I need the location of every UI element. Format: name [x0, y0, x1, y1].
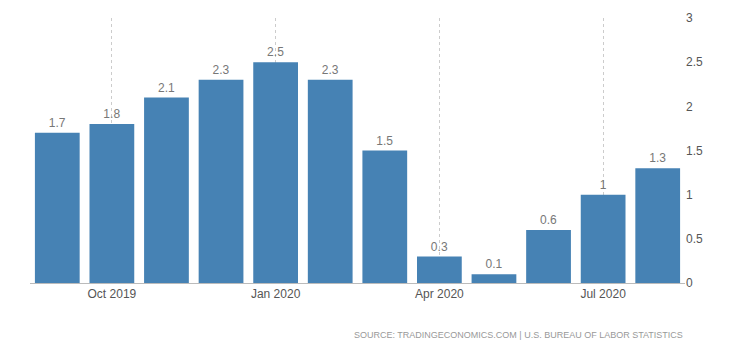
svg-text:0.6: 0.6	[540, 213, 557, 227]
svg-text:2.5: 2.5	[686, 55, 703, 69]
svg-text:2: 2	[686, 100, 693, 114]
svg-text:0.5: 0.5	[686, 232, 703, 246]
svg-text:Oct 2019: Oct 2019	[88, 287, 137, 301]
svg-text:1: 1	[600, 178, 607, 192]
svg-text:1.5: 1.5	[686, 144, 703, 158]
svg-text:2.5: 2.5	[267, 45, 284, 59]
svg-text:Jul 2020: Jul 2020	[580, 287, 626, 301]
svg-text:1.3: 1.3	[649, 151, 666, 165]
svg-text:2.3: 2.3	[322, 63, 339, 77]
svg-text:1.7: 1.7	[49, 116, 66, 130]
svg-text:1.5: 1.5	[376, 134, 393, 148]
svg-text:0.1: 0.1	[485, 257, 502, 271]
svg-text:2.3: 2.3	[213, 63, 230, 77]
svg-text:2.1: 2.1	[158, 81, 175, 95]
svg-text:Apr 2020: Apr 2020	[415, 287, 464, 301]
svg-text:SOURCE: TRADINGECONOMICS.COM |: SOURCE: TRADINGECONOMICS.COM | U.S. BURE…	[354, 330, 683, 340]
svg-text:3: 3	[686, 11, 693, 25]
svg-text:1.8: 1.8	[103, 107, 120, 121]
svg-text:0: 0	[686, 276, 693, 290]
svg-text:1: 1	[686, 188, 693, 202]
svg-text:0.3: 0.3	[431, 240, 448, 254]
svg-text:Jan 2020: Jan 2020	[251, 287, 301, 301]
